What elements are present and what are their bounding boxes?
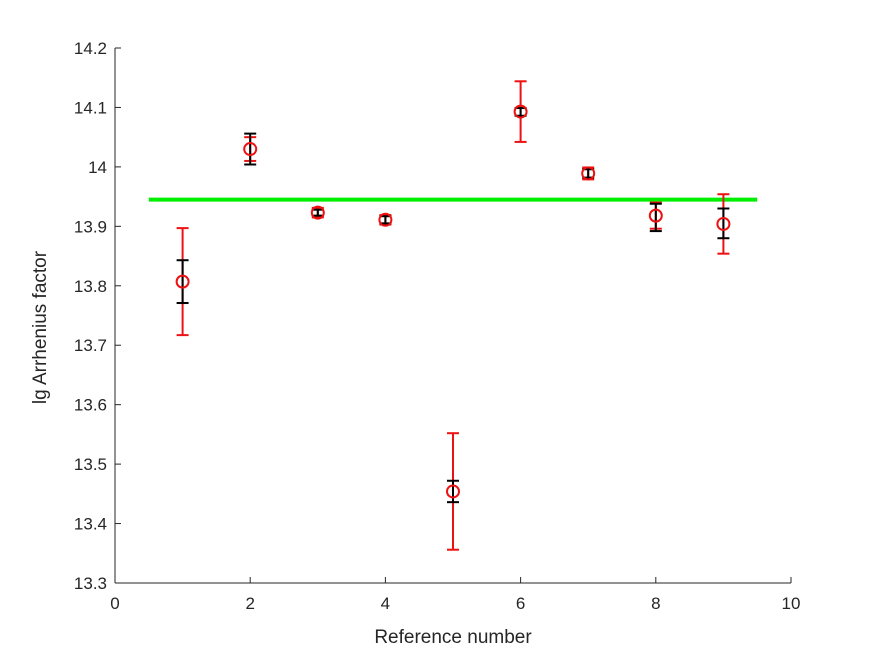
y-tick-label: 14.2 — [74, 39, 107, 58]
black-errorbar — [311, 208, 324, 217]
black-errorbar — [717, 207, 730, 240]
x-tick-label: 6 — [516, 594, 525, 613]
x-tick-label: 4 — [381, 594, 390, 613]
y-tick-label: 14.1 — [74, 98, 107, 117]
data-point — [716, 216, 731, 231]
y-tick-label: 13.4 — [74, 515, 107, 534]
data-point — [175, 274, 190, 289]
data-point — [648, 208, 663, 223]
y-tick-label: 14 — [88, 158, 107, 177]
black-errorbar — [649, 202, 662, 233]
y-tick-label: 13.5 — [74, 455, 107, 474]
x-tick-label: 8 — [651, 594, 660, 613]
data-point — [513, 104, 528, 119]
data-point — [581, 166, 596, 181]
y-tick-label: 13.7 — [74, 336, 107, 355]
black-errorbar — [379, 215, 392, 225]
plot-marks — [148, 80, 758, 551]
data-point — [310, 205, 325, 220]
x-axis-label: Reference number — [374, 627, 532, 648]
x-tick-label: 2 — [245, 594, 254, 613]
data-point — [378, 212, 393, 227]
y-tick-label: 13.9 — [74, 217, 107, 236]
y-axis-label: lg Arrhenius factor — [30, 250, 51, 404]
y-tick-label: 13.8 — [74, 277, 107, 296]
y-tick-label: 13.6 — [74, 396, 107, 415]
axis-labels: Reference number lg Arrhenius factor — [30, 250, 532, 648]
x-tick-label: 10 — [782, 594, 801, 613]
axes: 0 2 4 6 8 10 13.3 13.4 13.5 13.6 13.7 13.8 13.9 14 14.… — [74, 39, 801, 613]
black-errorbar — [176, 259, 189, 305]
black-errorbar — [244, 132, 257, 166]
data-point — [446, 484, 460, 499]
y-tick-label: 13.3 — [74, 574, 107, 593]
black-errorbar — [447, 479, 459, 504]
x-tick-label: 0 — [110, 594, 119, 613]
data-point — [243, 142, 258, 157]
